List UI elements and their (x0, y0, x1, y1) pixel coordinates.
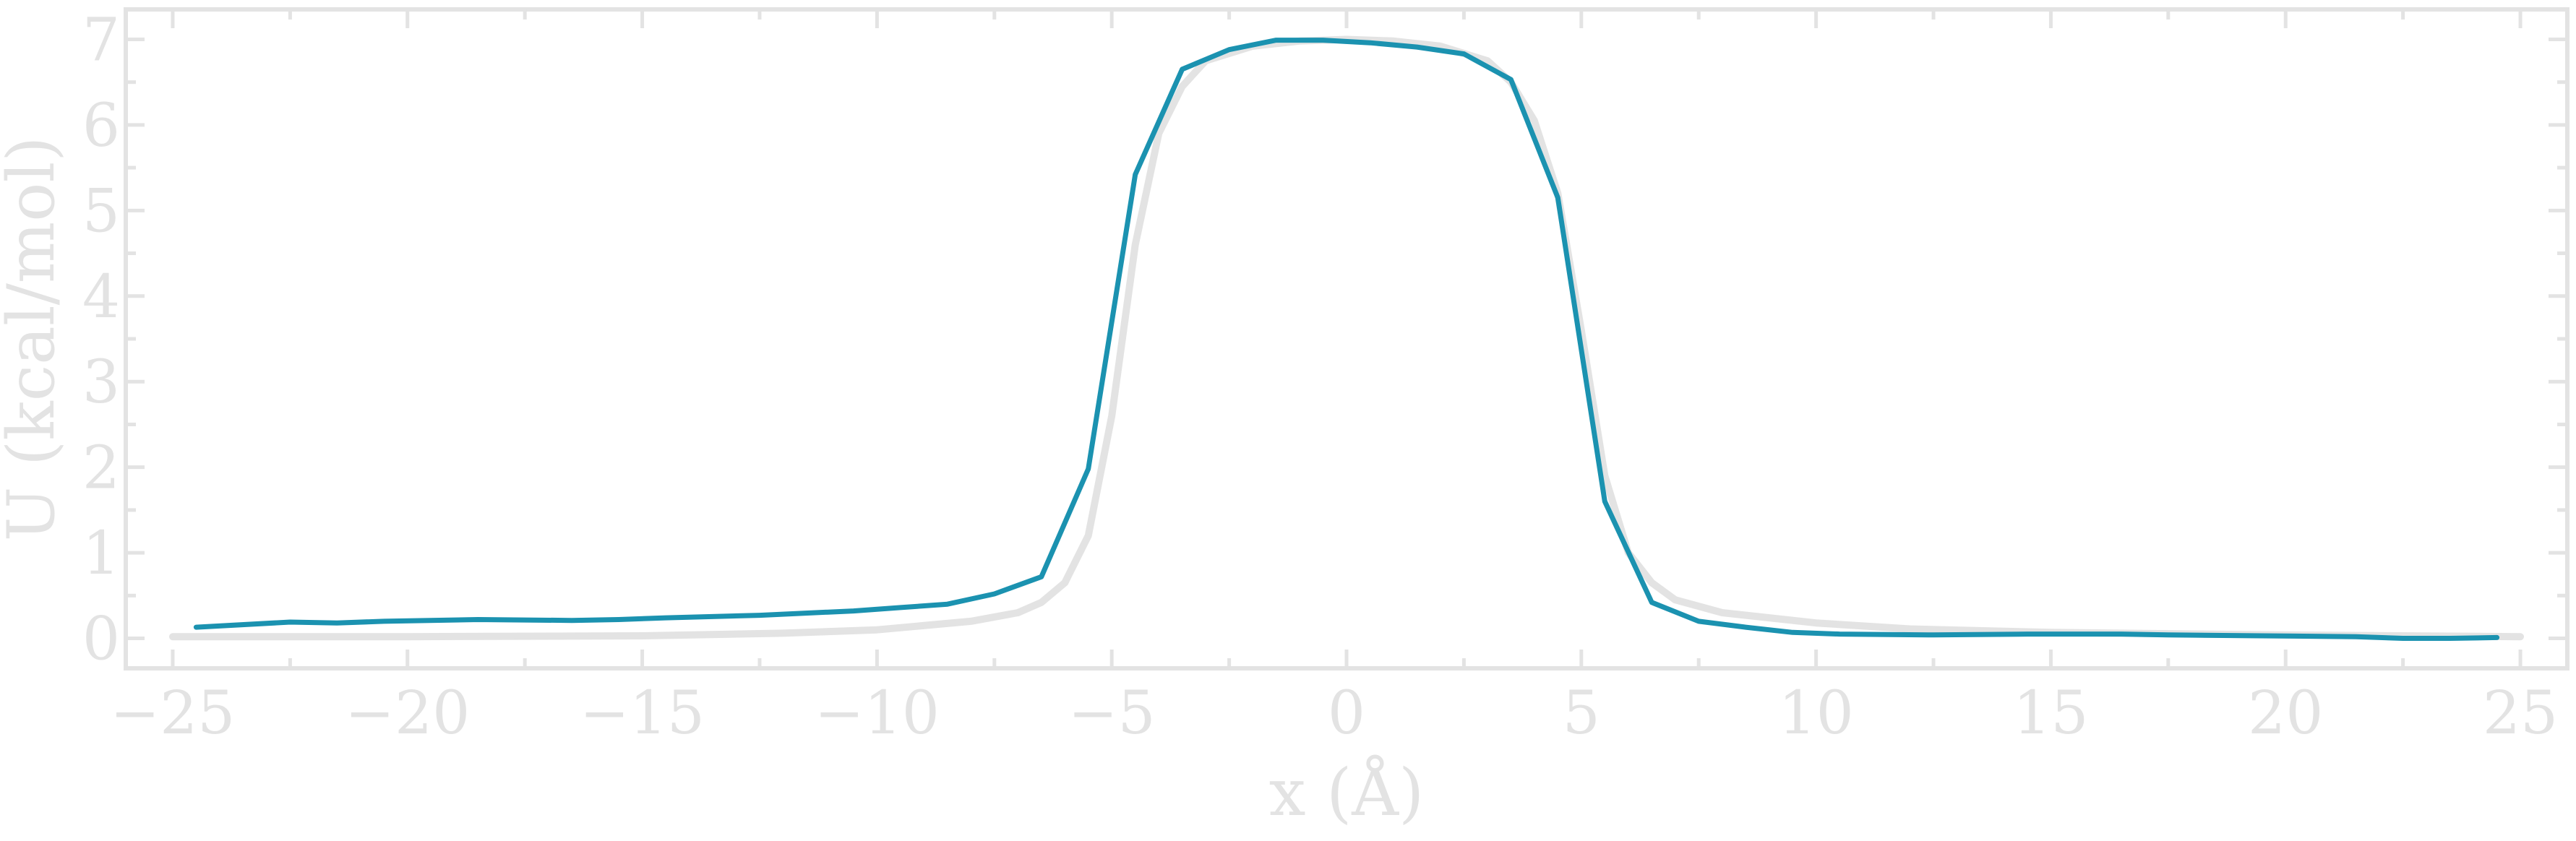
series-line-2 (193, 38, 2500, 641)
x-tick-label: 0 (1328, 679, 1365, 748)
x-axis-ticks (171, 9, 2523, 668)
y-tick-label: 6 (82, 92, 120, 160)
x-tick-label: 25 (2483, 679, 2558, 748)
x-tick-label: −15 (580, 679, 705, 748)
x-tick-label: 5 (1563, 679, 1600, 748)
x-axis-tick-labels: −25 −20 −15 −10 −5 0 5 10 15 20 25 (110, 679, 2558, 748)
x-axis-label: x (Å) (1269, 754, 1425, 831)
y-tick-label: 2 (82, 434, 120, 503)
y-tick-label: 4 (82, 263, 120, 332)
x-tick-label: −20 (345, 679, 470, 748)
x-tick-label: −5 (1068, 679, 1156, 748)
y-tick-label: 3 (82, 348, 120, 417)
y-tick-label: 1 (82, 519, 120, 588)
y-tick-label: 5 (82, 177, 120, 246)
x-tick-label: 15 (2013, 679, 2088, 748)
x-tick-label: −10 (815, 679, 940, 748)
plot-area (124, 7, 2569, 670)
series-line-1 (169, 35, 2524, 641)
x-tick-label: 10 (1778, 679, 1853, 748)
y-tick-label: 7 (82, 6, 120, 74)
x-tick-label: 20 (2248, 679, 2323, 748)
y-tick-label: 0 (82, 605, 120, 674)
plot-frame (124, 7, 2569, 670)
x-tick-label: −25 (110, 679, 235, 748)
y-axis-tick-labels: 0 1 2 3 4 5 6 7 (82, 6, 120, 673)
series-layer (169, 35, 2524, 641)
y-axis-ticks (126, 37, 2567, 641)
y-axis-label: U (kcal/mol) (0, 137, 69, 542)
